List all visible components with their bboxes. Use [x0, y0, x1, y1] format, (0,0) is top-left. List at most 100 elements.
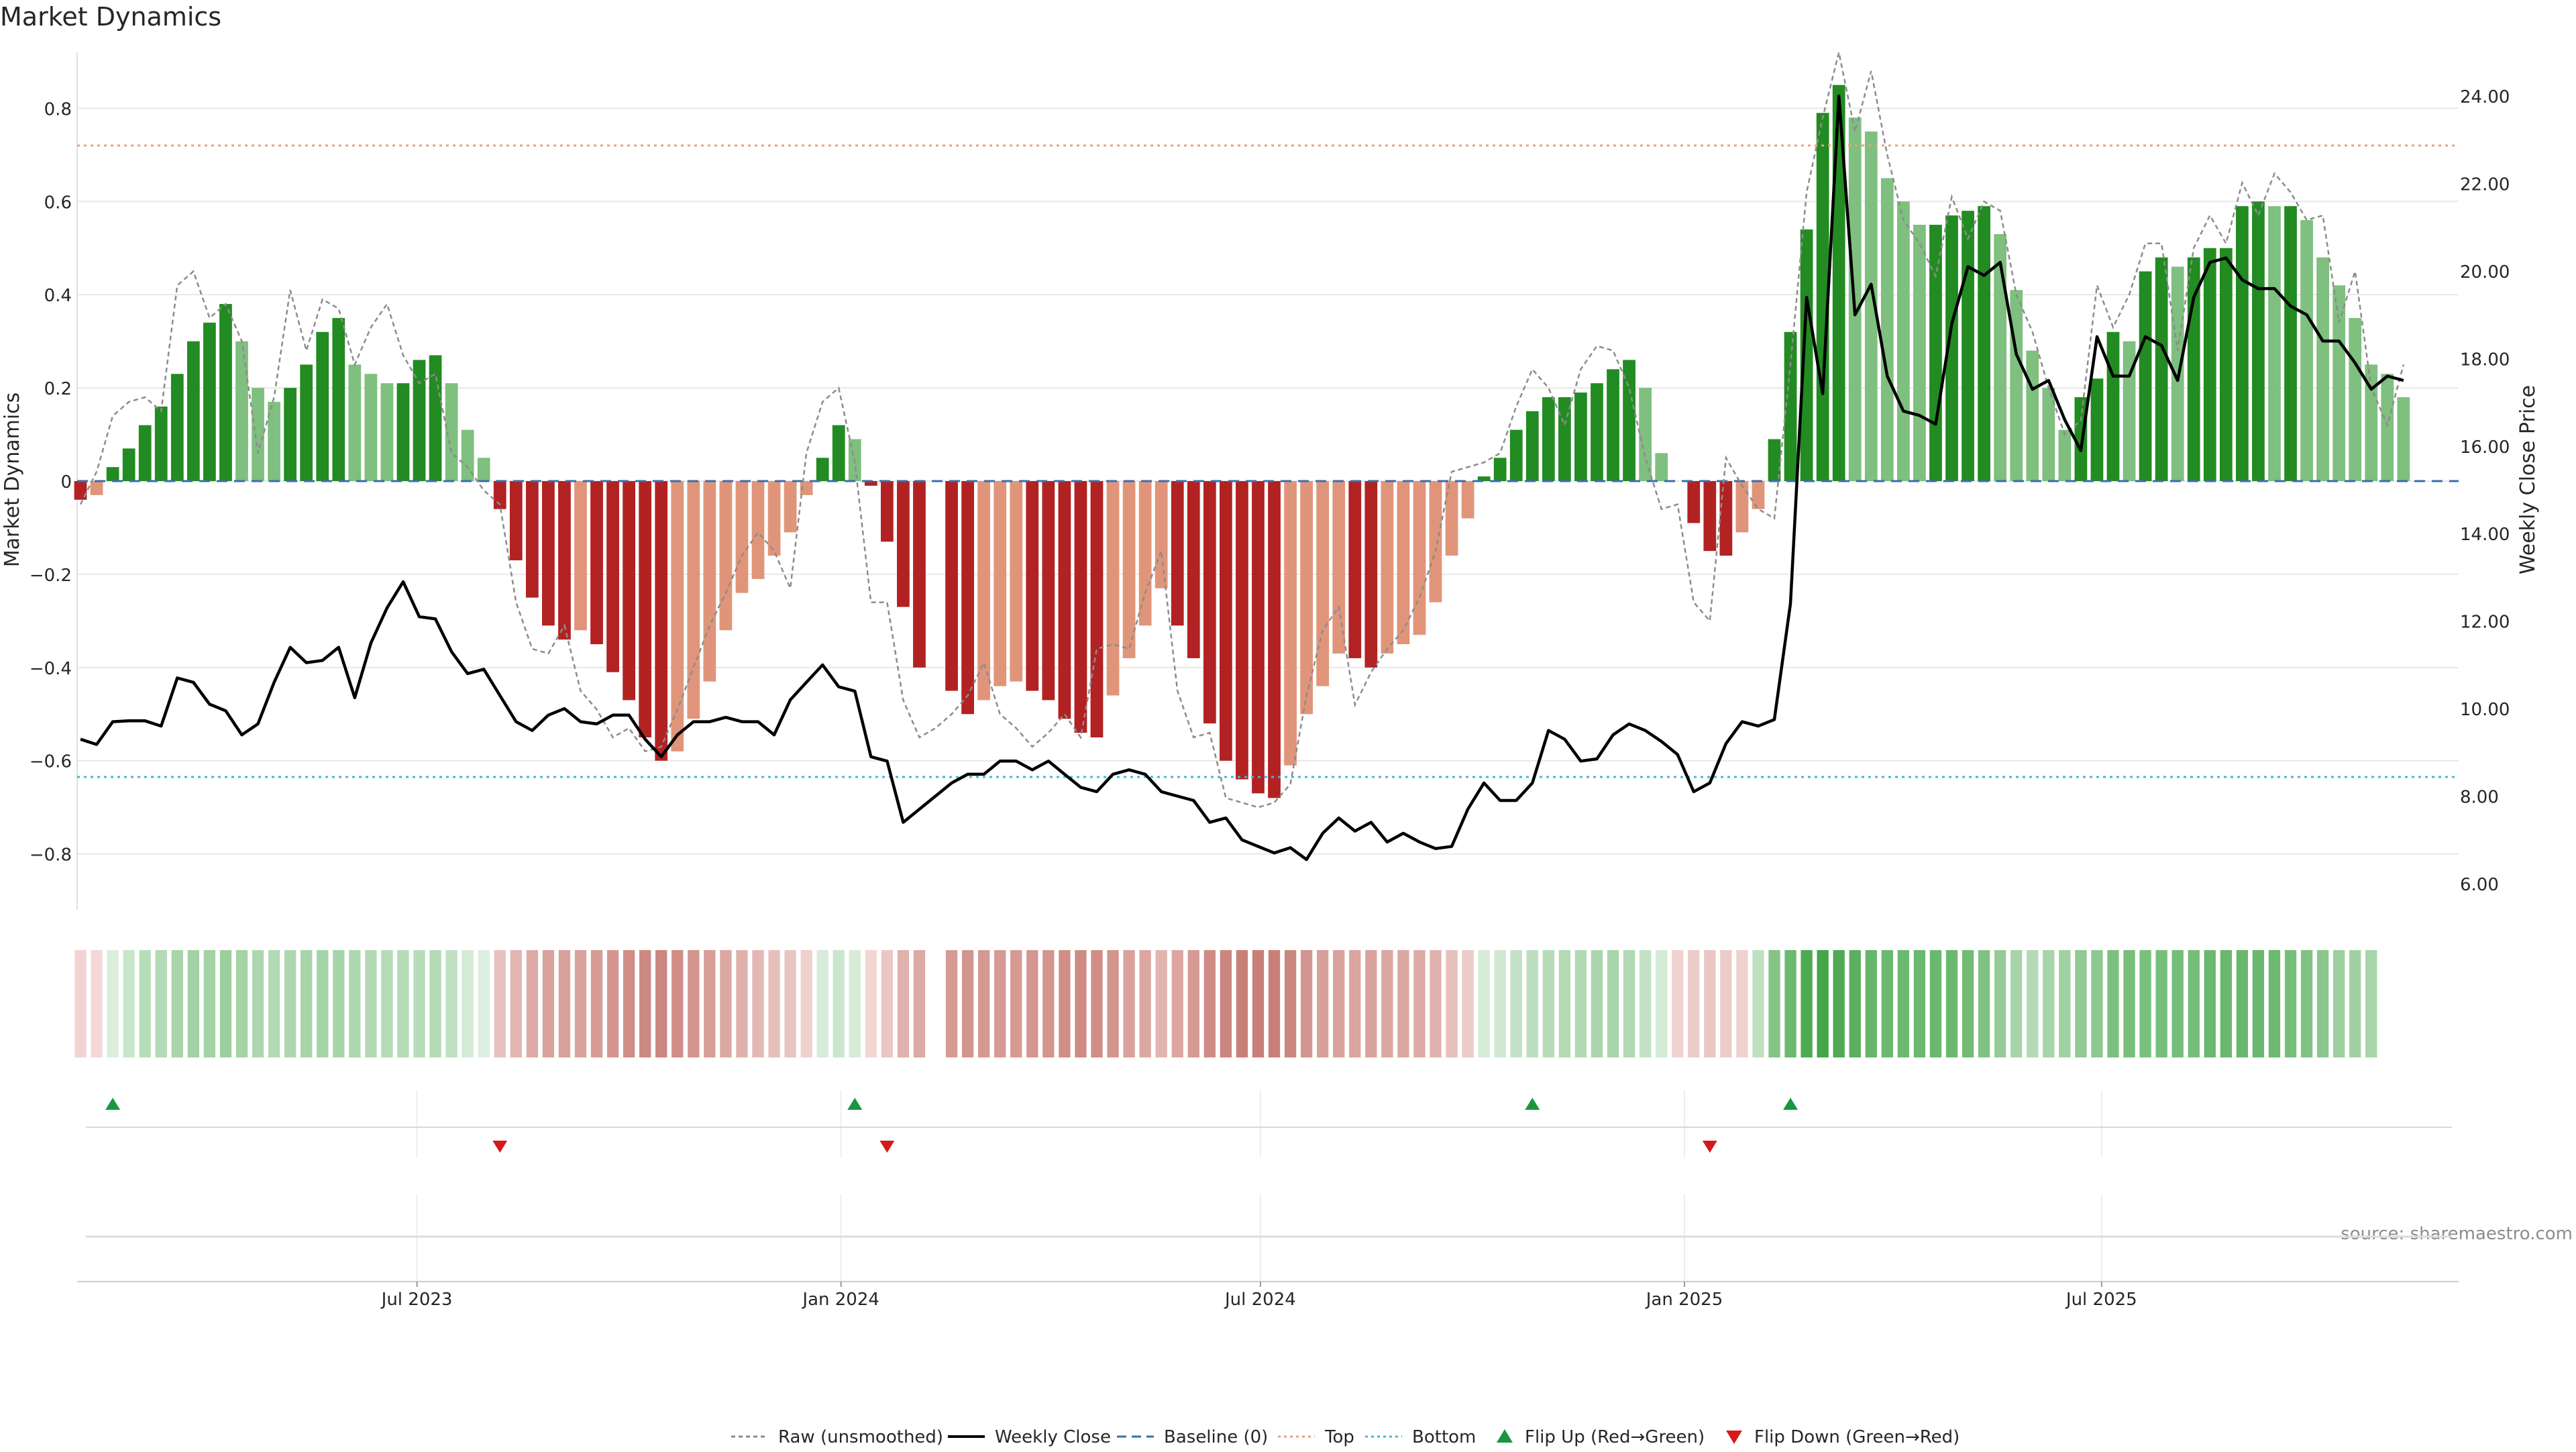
bar-139: [2316, 257, 2329, 481]
bar-33: [606, 481, 619, 672]
bar-96: [1623, 360, 1635, 481]
reference-lines: [77, 144, 2459, 778]
bar-51: [897, 481, 910, 607]
strip-cell-89: [1510, 950, 1522, 1057]
bar-73: [1252, 481, 1265, 794]
bar-15: [316, 331, 329, 481]
strip-cell-122: [2043, 950, 2055, 1057]
strip-cell-67: [1155, 950, 1167, 1057]
strip-cell-109: [1833, 950, 1845, 1057]
strip-cell-24: [462, 950, 474, 1057]
bar-132: [2203, 248, 2216, 481]
strip-cell-2: [107, 950, 119, 1057]
bar-111: [1864, 132, 1878, 482]
strip-cell-102: [1720, 950, 1732, 1057]
y-axis-label: Market Dynamics: [1, 393, 24, 568]
bar-29: [542, 481, 555, 626]
strip-cell-19: [381, 950, 393, 1057]
strip-cell-0: [74, 950, 87, 1057]
bar-83: [1413, 481, 1426, 635]
strip-cell-117: [1962, 950, 1974, 1057]
strip-cell-75: [1284, 950, 1297, 1057]
legend-label-3: Top: [1324, 1427, 1354, 1447]
strip-cell-20: [397, 950, 409, 1057]
bar-119: [1994, 234, 2007, 481]
strip-cell-26: [494, 950, 506, 1057]
strip-cell-126: [2107, 950, 2119, 1057]
strip-cell-56: [978, 950, 990, 1057]
bar-87: [1477, 476, 1491, 481]
strip-cell-6: [171, 950, 183, 1057]
strip-cell-112: [1881, 950, 1893, 1057]
bar-30: [558, 481, 571, 640]
bar-97: [1639, 388, 1652, 481]
bar-45: [800, 481, 813, 495]
bar-19: [380, 383, 394, 481]
strip-cell-65: [1123, 950, 1135, 1057]
strip-cell-133: [2220, 950, 2232, 1057]
y-tick-label-8: −0.8: [30, 845, 72, 866]
strip-cell-35: [639, 950, 651, 1057]
strip-cell-85: [1446, 950, 1458, 1057]
bar-13: [284, 388, 297, 481]
bar-144: [2397, 397, 2410, 481]
strip-cell-17: [349, 950, 361, 1057]
strip-cell-31: [574, 950, 587, 1057]
bar-14: [300, 364, 313, 481]
flip-up-marker-0: [105, 1098, 121, 1110]
strip-cell-57: [994, 950, 1006, 1057]
strip-cell-32: [590, 950, 603, 1057]
strip-cell-139: [2316, 950, 2329, 1057]
flip-up-marker-2: [1525, 1098, 1540, 1110]
strip-cell-5: [155, 950, 167, 1057]
bar-28: [525, 481, 539, 598]
strip-cell-15: [317, 950, 329, 1057]
bar-64: [1106, 481, 1120, 696]
strip-cell-93: [1574, 950, 1587, 1057]
y2-tick-label-5: 14.00: [2460, 525, 2510, 545]
flip-down-marker-0: [492, 1141, 508, 1153]
strip-cell-91: [1542, 950, 1554, 1057]
strip-cell-105: [1768, 950, 1780, 1057]
strip-cell-55: [961, 950, 974, 1057]
bar-71: [1220, 481, 1232, 761]
bar-70: [1203, 481, 1216, 724]
x-axis-ticks: Jul 2023 Jan 2024 Jul 2024 Jan 2025 Jul 2025: [380, 1282, 2137, 1310]
strip-cell-10: [235, 950, 248, 1057]
strip-cell-101: [1704, 950, 1716, 1057]
strip-cell-94: [1591, 950, 1603, 1057]
bar-49: [864, 481, 877, 486]
bar-39: [703, 481, 716, 682]
bar-20: [396, 383, 410, 481]
strip-cell-77: [1317, 950, 1329, 1057]
strip-cell-111: [1865, 950, 1877, 1057]
strip-cell-62: [1075, 950, 1087, 1057]
bar-95: [1607, 369, 1619, 481]
strip-cell-107: [1801, 950, 1813, 1057]
bar-22: [429, 355, 442, 481]
bar-57: [994, 481, 1007, 686]
strip-cell-27: [510, 950, 522, 1057]
bar-115: [1929, 224, 1942, 481]
bar-69: [1187, 481, 1200, 658]
legend-swatch-5: [1497, 1429, 1513, 1443]
bar-40: [719, 481, 733, 631]
bar-12: [268, 401, 280, 481]
strip-cell-38: [688, 950, 700, 1057]
y-tick-label-6: −0.4: [30, 659, 72, 679]
y2-tick-label-8: 8.00: [2460, 787, 2499, 807]
strip-cell-28: [526, 950, 538, 1057]
bar-9: [219, 304, 232, 481]
strip-cell-71: [1220, 950, 1232, 1057]
bar-68: [1171, 481, 1184, 626]
bar-108: [1816, 113, 1829, 482]
strip-cell-41: [736, 950, 748, 1057]
legend-label-6: Flip Down (Green→Red): [1754, 1427, 1960, 1447]
strip-cell-23: [445, 950, 458, 1057]
legend-label-1: Weekly Close: [995, 1427, 1111, 1447]
bar-104: [1752, 481, 1765, 509]
strip-cell-76: [1300, 950, 1313, 1057]
strip-cell-103: [1736, 950, 1748, 1057]
strip-cell-120: [2010, 950, 2023, 1057]
